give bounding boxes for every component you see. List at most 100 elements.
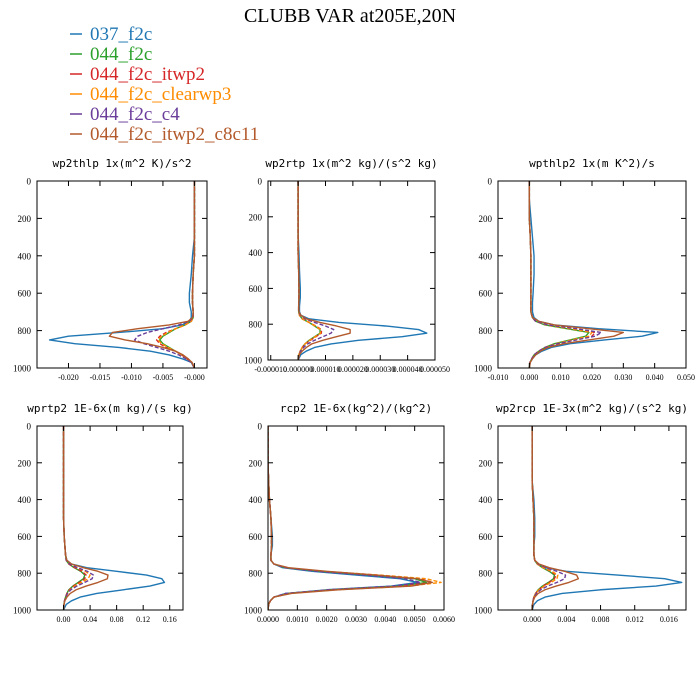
y-tick-label: 0 — [27, 422, 32, 432]
y-tick-label: 400 — [249, 495, 263, 505]
y-tick-label: 600 — [18, 289, 32, 299]
x-tick-label: 0.04 — [83, 615, 97, 624]
x-tick-label: -0.005 — [153, 373, 174, 382]
y-tick-label: 800 — [249, 320, 263, 330]
series-line — [531, 426, 556, 610]
y-tick-label: 200 — [249, 458, 263, 468]
y-tick-label: 1000 — [13, 606, 32, 616]
x-tick-label: 0.000050 — [420, 365, 450, 374]
series-line — [297, 181, 351, 360]
x-tick-label: 0.000 — [520, 373, 538, 382]
series-line — [133, 181, 196, 368]
y-tick-label: 200 — [18, 214, 32, 224]
series-line — [157, 181, 196, 368]
panel-title: wpthlp2 1x(m K^2)/s — [529, 157, 655, 170]
y-tick-label: 1000 — [13, 364, 32, 374]
series-line — [297, 181, 428, 360]
y-tick-label: 600 — [479, 532, 493, 542]
x-tick-label: 0.016 — [660, 615, 678, 624]
y-tick-label: 0 — [27, 177, 32, 187]
x-tick-label: 0.000020 — [338, 365, 368, 374]
series-line — [297, 181, 321, 360]
series-line — [528, 181, 590, 368]
plot-frame — [36, 180, 208, 369]
series-line — [528, 181, 593, 368]
series-line — [268, 426, 433, 610]
y-tick-label: 1000 — [474, 364, 493, 374]
chart-panel: wp2thlp 1x(m^2 K)/s^2 0 200 400 600 800 1000 -0… — [13, 157, 208, 382]
y-tick-label: 1000 — [474, 606, 493, 616]
x-tick-label: 0.000030 — [365, 365, 395, 374]
chart-panel: wprtp2 1E-6x(m kg)/(s kg) 0 200 400 600 800 10… — [13, 402, 193, 624]
legend-label: 044_f2c_itwp2_c8c11 — [90, 124, 259, 145]
x-tick-label: 0.010 — [552, 373, 570, 382]
series-line — [528, 181, 625, 368]
series-line — [108, 181, 196, 368]
y-tick-label: 200 — [18, 458, 32, 468]
y-tick-label: 400 — [479, 251, 493, 261]
x-tick-label: 0.008 — [592, 615, 610, 624]
series-line — [531, 426, 580, 610]
series-line — [268, 426, 419, 610]
legend-label: 037_f2c — [90, 24, 152, 45]
series-line — [268, 426, 428, 610]
x-tick-label: -0.000 — [184, 373, 205, 382]
y-tick-label: 200 — [479, 214, 493, 224]
panel-title: wprtp2 1E-6x(m kg)/(s kg) — [27, 402, 193, 415]
plot-frame — [36, 425, 184, 611]
series-line — [531, 426, 557, 610]
x-tick-label: -0.010 — [121, 373, 142, 382]
panel-title: rcp2 1E-6x(kg^2)/(kg^2) — [280, 402, 432, 415]
y-tick-label: 400 — [18, 495, 32, 505]
series-line — [297, 181, 335, 360]
series-line — [48, 181, 196, 368]
y-tick-label: 800 — [18, 326, 32, 336]
x-tick-label: 0.0040 — [374, 615, 396, 624]
y-tick-label: 400 — [18, 251, 32, 261]
chart-panel: wp2rcp 1E-3x(m^2 kg)/(s^2 kg)0 200 400 600 8… — [474, 402, 688, 624]
y-tick-label: 800 — [479, 326, 493, 336]
x-tick-label: 0.16 — [163, 615, 177, 624]
x-tick-label: -0.000010 — [254, 365, 287, 374]
y-tick-label: 0 — [258, 177, 263, 187]
x-tick-label: 0.040 — [646, 373, 664, 382]
panel-title: wp2rcp 1E-3x(m^2 kg)/(s^2 kg) — [496, 402, 688, 415]
series-line — [297, 181, 322, 360]
series-line — [268, 426, 433, 610]
series-line — [531, 426, 683, 610]
y-tick-label: 0 — [488, 177, 493, 187]
y-tick-label: 1000 — [244, 356, 263, 366]
legend: 037_f2c044_f2c044_f2c_itwp2044_f2c_clear… — [70, 24, 259, 145]
x-tick-label: 0.0030 — [345, 615, 367, 624]
x-tick-label: 0.000040 — [393, 365, 423, 374]
x-tick-label: 0.0020 — [316, 615, 338, 624]
y-tick-label: 200 — [249, 212, 263, 222]
panel-title: wp2rtp 1x(m^2 kg)/(s^2 kg) — [265, 157, 437, 170]
series-line — [297, 181, 323, 360]
x-tick-label: -0.010 — [488, 373, 509, 382]
x-tick-label: -0.015 — [90, 373, 111, 382]
series-line — [62, 426, 109, 610]
y-tick-label: 600 — [479, 289, 493, 299]
figure-title: CLUBB VAR at205E,20N — [244, 5, 456, 27]
x-tick-label: 0.12 — [136, 615, 150, 624]
y-tick-label: 600 — [249, 532, 263, 542]
x-tick-label: 0.0000 — [257, 615, 279, 624]
x-tick-label: 0.020 — [583, 373, 601, 382]
legend-label: 044_f2c_c4 — [90, 104, 180, 125]
x-tick-label: -0.020 — [58, 373, 79, 382]
x-tick-label: 0.08 — [110, 615, 124, 624]
y-tick-label: 800 — [249, 569, 263, 579]
x-tick-label: 0.012 — [626, 615, 644, 624]
x-tick-label: 0.004 — [557, 615, 575, 624]
x-tick-label: 0.00 — [57, 615, 71, 624]
legend-label: 044_f2c_itwp2 — [90, 64, 205, 85]
chart-panel: wp2rtp 1x(m^2 kg)/(s^2 kg)0 200 400 600 800 1… — [244, 157, 450, 374]
x-tick-label: 0.0050 — [404, 615, 426, 624]
legend-label: 044_f2c — [90, 44, 152, 65]
plot-frame — [267, 180, 436, 361]
y-tick-label: 0 — [488, 422, 493, 432]
y-tick-label: 200 — [479, 458, 493, 468]
y-tick-label: 0 — [258, 422, 263, 432]
series-line — [159, 181, 196, 368]
